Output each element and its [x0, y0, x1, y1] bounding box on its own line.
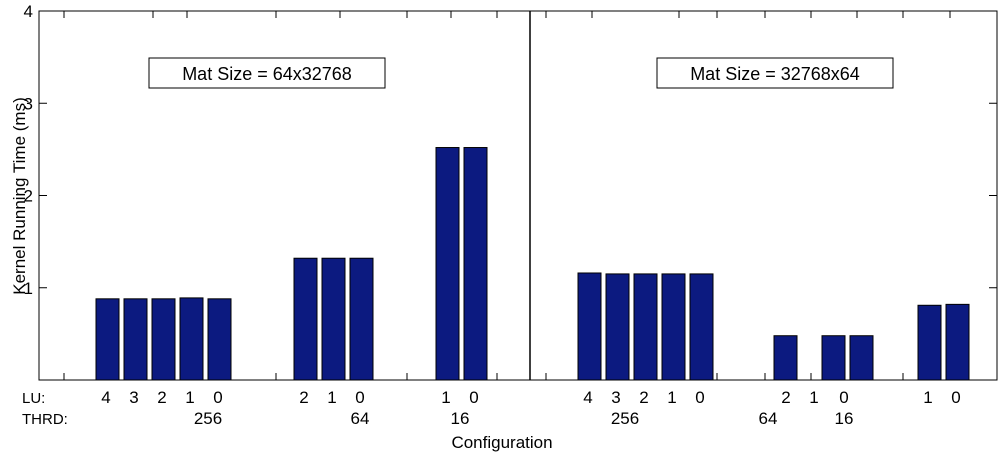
- lu-row-label: LU:: [22, 390, 45, 407]
- bar-p1-g3-b1: [945, 303, 970, 381]
- thrd-row-label: THRD:: [22, 411, 68, 428]
- lu-label-p1-g2-1: 0: [839, 388, 848, 407]
- bar-p0-g0-b1: [123, 298, 148, 381]
- lu-label-p1-g0-2: 2: [639, 388, 648, 407]
- thrd-label-p1-g0: 256: [611, 409, 639, 428]
- bar-p1-g3-b0: [917, 304, 942, 381]
- lu-label-p0-g0-2: 2: [157, 388, 166, 407]
- thrd-label-p1-g1: 64: [759, 409, 778, 428]
- bar-p0-g2-b1: [463, 147, 488, 381]
- panel-label-box-0: [148, 57, 386, 89]
- thrd-label-p0-g1: 64: [351, 409, 370, 428]
- bar-p0-g1-b2: [349, 257, 374, 381]
- bar-p1-g0-b4: [689, 273, 714, 381]
- lu-label-p1-g3-0: 1: [923, 388, 932, 407]
- lu-label-p0-g0-4: 0: [213, 388, 222, 407]
- lu-label-p0-g1-1: 1: [327, 388, 336, 407]
- bar-p1-g0-b2: [633, 273, 658, 381]
- lu-label-p0-g2-0: 1: [441, 388, 450, 407]
- lu-label-p1-g2-0: 1: [809, 388, 818, 407]
- y-tick-label-4: 4: [24, 2, 33, 21]
- panel-label-1: Mat Size = 32768x64: [690, 64, 860, 84]
- y-tick-label-1: 1: [24, 279, 33, 298]
- bars: [95, 147, 970, 381]
- bar-p1-g2-b0: [821, 335, 846, 381]
- lu-label-p0-g1-0: 2: [299, 388, 308, 407]
- lu-label-p1-g3-1: 0: [951, 388, 960, 407]
- bar-p0-g0-b2: [151, 298, 176, 381]
- y-axis-label: Kernel Running Time (ms): [10, 97, 29, 294]
- bar-p1-g2-b1: [849, 335, 874, 381]
- lu-label-p1-g0-3: 1: [667, 388, 676, 407]
- panel-label-box-1: [656, 57, 894, 89]
- thrd-label-p1-g2: 16: [835, 409, 854, 428]
- lu-label-p1-g1-0: 2: [781, 388, 790, 407]
- thrd-label-p0-g0: 256: [194, 409, 222, 428]
- thrd-label-p0-g2: 16: [451, 409, 470, 428]
- bar-p0-g0-b3: [179, 297, 204, 381]
- y-tick-label-2: 2: [24, 187, 33, 206]
- lu-label-p0-g1-2: 0: [355, 388, 364, 407]
- bar-p0-g1-b0: [293, 257, 318, 381]
- bar-p0-g2-b0: [435, 147, 460, 381]
- lu-label-p0-g2-1: 0: [469, 388, 478, 407]
- lu-label-p1-g0-4: 0: [695, 388, 704, 407]
- lu-label-p1-g0-0: 4: [583, 388, 592, 407]
- y-tick-label-3: 3: [24, 94, 33, 113]
- panel-label-0: Mat Size = 64x32768: [182, 64, 352, 84]
- lu-label-p0-g0-1: 3: [129, 388, 138, 407]
- bar-p1-g0-b1: [605, 273, 630, 381]
- bar-p1-g1-b0: [773, 335, 798, 381]
- bar-p0-g0-b4: [207, 298, 232, 381]
- bar-p0-g0-b0: [95, 298, 120, 381]
- bar-p1-g0-b3: [661, 273, 686, 381]
- bar-p0-g1-b1: [321, 257, 346, 381]
- lu-label-p0-g0-3: 1: [185, 388, 194, 407]
- x-axis-label: Configuration: [451, 433, 552, 452]
- bar-p1-g0-b0: [577, 272, 602, 381]
- lu-label-p0-g0-0: 4: [101, 388, 110, 407]
- lu-label-p1-g0-1: 3: [611, 388, 620, 407]
